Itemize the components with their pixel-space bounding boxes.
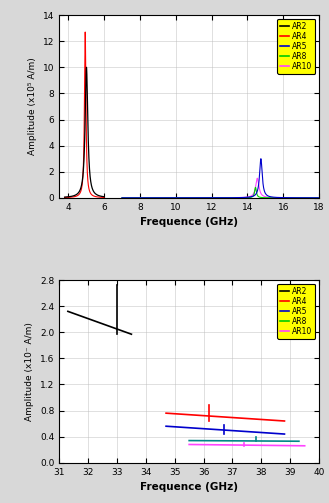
X-axis label: Frequence (GHz): Frequence (GHz) [140,217,238,227]
Y-axis label: Amplitude (x10⁵ A/m): Amplitude (x10⁵ A/m) [28,57,37,155]
Legend: AR2, AR4, AR5, AR8, AR10: AR2, AR4, AR5, AR8, AR10 [277,284,315,339]
Y-axis label: Amplitude (x10⁻ A/m): Amplitude (x10⁻ A/m) [25,322,35,421]
X-axis label: Frequence (GHz): Frequence (GHz) [140,482,238,492]
Legend: AR2, AR4, AR5, AR8, AR10: AR2, AR4, AR5, AR8, AR10 [277,19,315,74]
